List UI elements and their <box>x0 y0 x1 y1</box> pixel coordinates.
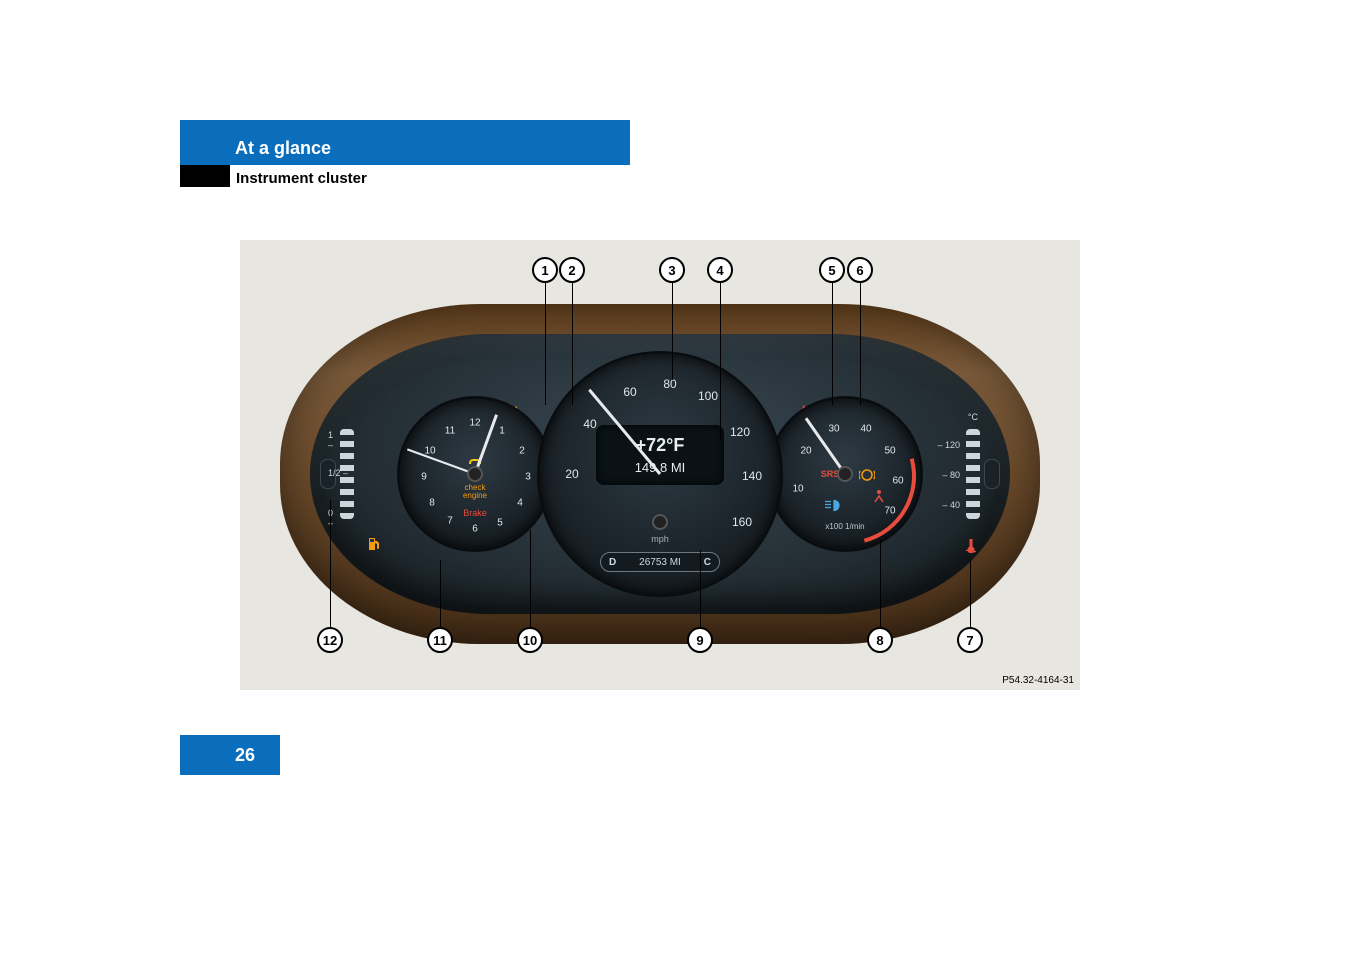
speedo-tick: 120 <box>730 425 750 439</box>
speedo-tick: 100 <box>698 389 718 403</box>
cluster-figure: 1 – 1/2 – 0 – °C – 120 – 80 – 40 <box>240 240 1080 690</box>
clock-tick: 8 <box>429 498 435 509</box>
speedo-tick: 160 <box>732 515 752 529</box>
coolant-warning-icon <box>964 539 978 556</box>
callout-1: 1 <box>532 257 558 283</box>
speedo-tick: 40 <box>583 417 596 431</box>
callout-2: 2 <box>559 257 585 283</box>
speed-unit: mph <box>651 534 669 544</box>
section-subtitle: Instrument cluster <box>236 170 367 187</box>
clock-minute-hand <box>407 448 475 475</box>
clock-tick: 7 <box>447 516 453 527</box>
tacho-unit: x100 1/min <box>825 522 864 531</box>
clock-tick: 6 <box>472 524 478 535</box>
callout-leader <box>545 282 546 405</box>
callout-leader <box>440 560 441 628</box>
callout-leader <box>832 282 833 405</box>
clock-tick: 11 <box>445 426 455 437</box>
coolant-unit: °C <box>968 412 978 422</box>
page-number: 26 <box>235 745 255 766</box>
clock-tick: 5 <box>497 518 503 529</box>
clock-cap <box>467 466 483 482</box>
callout-10: 10 <box>517 627 543 653</box>
figure-reference-id: P54.32-4164-31 <box>1002 675 1074 686</box>
section-tab: At a glance <box>180 120 630 165</box>
callout-leader <box>572 282 573 405</box>
clock-tick: 2 <box>519 446 525 457</box>
fuel-reserve-icon <box>364 534 384 554</box>
outside-temp-value: +72°F <box>610 435 710 456</box>
speedo-tick: 20 <box>565 467 578 481</box>
clock-tick: 9 <box>421 472 427 483</box>
clock-tick: 12 <box>469 418 480 429</box>
callout-leader <box>860 282 861 405</box>
callout-leader <box>330 500 331 628</box>
abs-warning-icon <box>857 465 877 485</box>
coolant-gauge <box>966 429 980 519</box>
speedo-tick: 60 <box>623 385 636 399</box>
callout-7: 7 <box>957 627 983 653</box>
callout-8: 8 <box>867 627 893 653</box>
callout-4: 4 <box>707 257 733 283</box>
brake-warning-label: Brake <box>463 508 487 518</box>
callout-3: 3 <box>659 257 685 283</box>
header-bar: At a glance Instrument cluster <box>180 120 1180 180</box>
high-beam-icon <box>825 500 841 515</box>
callout-leader <box>720 282 721 440</box>
clock-tick: 4 <box>517 498 523 509</box>
reset-knob[interactable] <box>984 459 1000 489</box>
callout-5: 5 <box>819 257 845 283</box>
clock-tick: 3 <box>525 472 531 483</box>
speedo-cap <box>652 514 668 530</box>
callout-6: 6 <box>847 257 873 283</box>
instrument-cluster: 1 – 1/2 – 0 – °C – 120 – 80 – 40 <box>300 324 1020 624</box>
multifunction-display: +72°F 149.8 MI <box>596 425 724 485</box>
speedometer-gauge: 20406080100120140160 +72°F 149.8 MI mph … <box>540 354 780 594</box>
callout-leader <box>700 550 701 628</box>
callout-leader <box>672 282 673 380</box>
clock-tick: 1 <box>499 426 505 437</box>
check-engine-label: check engine <box>463 484 487 500</box>
cluster-body: 1 – 1/2 – 0 – °C – 120 – 80 – 40 <box>310 334 1010 614</box>
page-number-box: 26 <box>180 735 280 775</box>
callout-11: 11 <box>427 627 453 653</box>
odometer-display: D 26753 MI C <box>600 552 720 572</box>
tachometer-gauge: 10203040506070 SRS x100 1/min <box>770 399 920 549</box>
speedo-tick: 80 <box>663 377 676 391</box>
gear-indicator: D <box>609 557 616 568</box>
black-margin-box <box>180 165 230 187</box>
section-title: At a glance <box>235 138 331 159</box>
manual-page: At a glance Instrument cluster 1 – 1/2 –… <box>180 120 1180 180</box>
clock-gauge: 121234567891011 check engine Brake <box>400 399 550 549</box>
callout-12: 12 <box>317 627 343 653</box>
callout-9: 9 <box>687 627 713 653</box>
tacho-cap <box>837 466 853 482</box>
callout-leader <box>530 530 531 628</box>
seatbelt-warning-icon <box>869 486 889 506</box>
odometer-value: 26753 MI <box>639 557 681 568</box>
shift-mode: C <box>704 557 711 568</box>
speedo-tick: 140 <box>742 469 762 483</box>
callout-leader <box>880 540 881 628</box>
callout-leader <box>970 560 971 628</box>
